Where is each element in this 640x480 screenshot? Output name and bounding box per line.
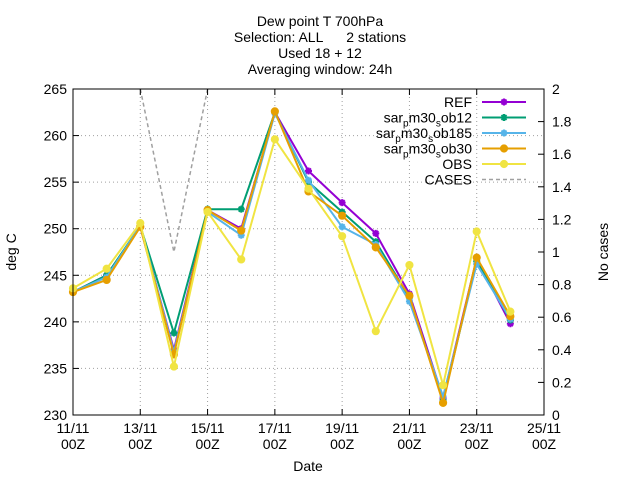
- x-tick-label-date: 23/11: [460, 420, 494, 436]
- chart-title: Dew point T 700hPa Selection: ALL 2 stat…: [234, 13, 406, 77]
- data-point: [270, 135, 279, 144]
- y2-tick-label: 1: [552, 244, 560, 260]
- title-line-3: Used 18 + 12: [278, 45, 362, 61]
- data-point: [304, 184, 313, 193]
- data-point: [102, 264, 111, 273]
- legend-label: sarpm30sob185: [376, 125, 472, 145]
- legend-label: sarpm30sob12: [384, 110, 473, 130]
- x-tick-label-date: 11/11: [57, 420, 90, 436]
- data-point: [270, 107, 279, 116]
- x-tick-label-date: 17/11: [258, 420, 292, 436]
- y2-tick-label: 0.6: [552, 309, 572, 325]
- legend-marker: [499, 144, 509, 153]
- data-point: [371, 243, 380, 252]
- series-cases: [139, 88, 209, 253]
- series-line: [139, 88, 209, 253]
- y2-tick-label: 0.8: [552, 277, 572, 293]
- x-tick-label-date: 13/11: [123, 420, 157, 436]
- data-point: [203, 207, 212, 217]
- y2-tick-label: 0.4: [552, 342, 572, 358]
- legend-label: REF: [444, 94, 472, 110]
- legend-marker-core: [502, 115, 506, 120]
- y2-axis-ticks: 0 0.2 0.4 0.6 0.8 1 1.2 1.4 1.6 1.8 2: [538, 81, 572, 423]
- y2-axis-label: No cases: [595, 223, 611, 281]
- x-tick-label-date: 25/11: [527, 420, 561, 436]
- data-point-core: [340, 224, 345, 229]
- x-tick-label-time: 00Z: [330, 436, 355, 452]
- x-tick-label-date: 19/11: [325, 420, 359, 436]
- x-tick-label-time: 00Z: [532, 436, 557, 452]
- x-tick-label-time: 00Z: [397, 436, 422, 452]
- data-point: [438, 398, 448, 407]
- x-tick-label-time: 00Z: [263, 436, 288, 452]
- legend: REFsarpm30sob12sarpm30sob185sarpm30sob30…: [376, 94, 526, 188]
- y2-tick-label: 1.8: [552, 114, 572, 130]
- y2-tick-label: 0.2: [552, 374, 572, 390]
- x-axis-ticks: 11/1100Z13/1100Z15/1100Z17/1100Z19/1100Z…: [57, 89, 561, 452]
- legend-label: sarpm30sob30: [384, 141, 473, 161]
- plot-border: [72, 88, 545, 416]
- data-point-core: [239, 207, 244, 212]
- y-tick-label: 265: [44, 81, 68, 97]
- data-point: [506, 307, 515, 316]
- data-point: [405, 260, 414, 270]
- y2-tick-label: 1.4: [552, 179, 572, 195]
- x-axis-label: Date: [293, 458, 323, 474]
- y2-tick-label: 1.6: [552, 146, 572, 162]
- data-point: [438, 381, 448, 390]
- data-point: [472, 253, 481, 262]
- y-tick-label: 245: [44, 267, 68, 283]
- data-point-core: [306, 168, 311, 173]
- data-point-core: [306, 178, 311, 183]
- legend-label: CASES: [425, 172, 472, 188]
- x-tick-label-date: 15/11: [191, 420, 225, 436]
- data-point: [338, 232, 347, 241]
- legend-label: OBS: [442, 156, 472, 172]
- data-point-core: [373, 231, 378, 236]
- y-axis-label: deg C: [3, 233, 19, 270]
- y-tick-label: 240: [44, 314, 68, 330]
- legend-marker-core: [502, 100, 506, 104]
- data-point: [338, 211, 347, 220]
- data-point: [136, 219, 145, 228]
- series-line: [72, 138, 512, 387]
- y-tick-label: 230: [44, 407, 68, 423]
- grid: [73, 89, 544, 415]
- title-line-2: Selection: ALL 2 stations: [234, 29, 406, 45]
- y-tick-label: 235: [44, 360, 68, 376]
- x-tick-label-time: 00Z: [196, 436, 221, 452]
- y2-tick-label: 1.2: [552, 211, 572, 227]
- y2-tick-label: 2: [552, 81, 560, 97]
- data-point: [169, 362, 179, 371]
- title-line-1: Dew point T 700hPa: [257, 13, 384, 29]
- legend-marker: [499, 159, 509, 169]
- data-point-core: [340, 200, 345, 205]
- data-point: [102, 275, 111, 285]
- x-tick-label-time: 00Z: [61, 436, 86, 452]
- data-point: [237, 226, 246, 235]
- data-point: [472, 227, 481, 236]
- y-tick-label: 260: [44, 128, 68, 144]
- y-axis-ticks: 230 235 240 245 250 255 260 265: [44, 81, 79, 423]
- data-point: [371, 327, 380, 336]
- data-point-core: [171, 331, 176, 336]
- data-point: [405, 291, 414, 300]
- y-tick-label: 255: [44, 174, 68, 190]
- legend-marker-core: [502, 131, 506, 135]
- x-tick-label-time: 00Z: [128, 436, 153, 452]
- y2-tick-label: 0: [552, 407, 560, 423]
- title-line-4: Averaging window: 24h: [248, 61, 393, 77]
- cases-layer: [139, 88, 209, 253]
- y-tick-label: 250: [44, 221, 68, 237]
- x-tick-label-date: 21/11: [392, 420, 426, 436]
- x-tick-label-time: 00Z: [465, 436, 490, 452]
- data-point: [237, 255, 246, 264]
